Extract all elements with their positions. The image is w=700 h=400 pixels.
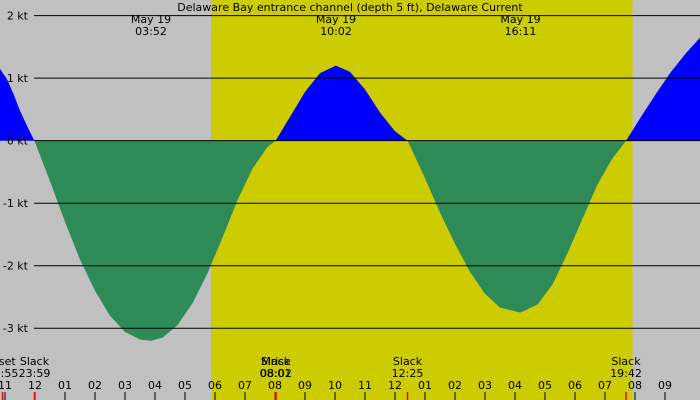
event-label-5: Slack: [611, 355, 641, 368]
x-tick-label-9: 08: [268, 379, 282, 392]
x-tick-label-14: 01: [418, 379, 432, 392]
extreme-time-0: 03:52: [135, 25, 167, 38]
x-tick-label-10: 09: [298, 379, 312, 392]
x-tick-label-21: 08: [628, 379, 642, 392]
event-time-0: 22:55: [0, 367, 18, 380]
x-tick-label-13: 12: [388, 379, 402, 392]
x-tick-label-7: 06: [208, 379, 222, 392]
x-tick-label-4: 03: [118, 379, 132, 392]
x-tick-label-2: 01: [58, 379, 72, 392]
y-tick-label-0: 2 kt: [7, 10, 29, 23]
x-tick-label-3: 02: [88, 379, 102, 392]
event-label-2: Slack: [261, 355, 291, 368]
event-label-0: Mset: [0, 355, 16, 368]
x-tick-label-15: 02: [448, 379, 462, 392]
x-tick-label-16: 03: [478, 379, 492, 392]
extreme-time-1: 10:02: [320, 25, 352, 38]
extreme-date-0: May 19: [131, 13, 171, 26]
x-tick-label-6: 05: [178, 379, 192, 392]
y-tick-label-4: -2 kt: [3, 260, 29, 273]
event-time-3: 08:02: [260, 367, 292, 380]
x-tick-label-19: 06: [568, 379, 582, 392]
extreme-time-2: 16:11: [505, 25, 537, 38]
flood-area-4: [626, 37, 700, 141]
y-tick-label-1: 1 kt: [7, 72, 29, 85]
x-tick-label-0: 11: [0, 379, 12, 392]
ebb-area-1: [34, 140, 276, 341]
flood-area-2: [275, 65, 408, 141]
chart-title: Delaware Bay entrance channel (depth 5 f…: [177, 1, 523, 14]
event-time-2: 08:01: [260, 367, 292, 380]
x-tick-label-5: 04: [148, 379, 162, 392]
x-tick-label-17: 04: [508, 379, 522, 392]
event-label-4: Slack: [393, 355, 423, 368]
y-tick-label-5: -3 kt: [3, 322, 29, 335]
event-time-1: 23:59: [19, 367, 51, 380]
x-tick-label-1: 12: [28, 379, 42, 392]
x-tick-label-8: 07: [238, 379, 252, 392]
extreme-date-1: May 19: [316, 13, 356, 26]
event-label-3: Mrise: [261, 355, 291, 368]
event-time-4: 12:25: [392, 367, 424, 380]
flood-area-0: [0, 68, 35, 141]
event-time-5: 19:42: [610, 367, 642, 380]
ebb-area-3: [407, 140, 626, 313]
x-tick-label-12: 11: [358, 379, 372, 392]
x-tick-label-11: 10: [328, 379, 342, 392]
event-label-1: Slack: [20, 355, 50, 368]
y-tick-label-3: -1 kt: [3, 197, 29, 210]
x-tick-label-18: 05: [538, 379, 552, 392]
x-tick-label-22: 09: [658, 379, 672, 392]
y-tick-label-2: 0 kt: [7, 135, 29, 148]
extreme-date-2: May 19: [500, 13, 540, 26]
x-tick-label-20: 07: [598, 379, 612, 392]
